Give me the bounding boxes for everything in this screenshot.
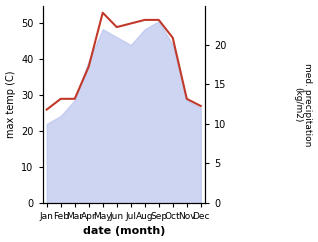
Y-axis label: max temp (C): max temp (C) (5, 70, 16, 138)
Y-axis label: med. precipitation
(kg/m2): med. precipitation (kg/m2) (293, 62, 313, 146)
X-axis label: date (month): date (month) (83, 227, 165, 236)
